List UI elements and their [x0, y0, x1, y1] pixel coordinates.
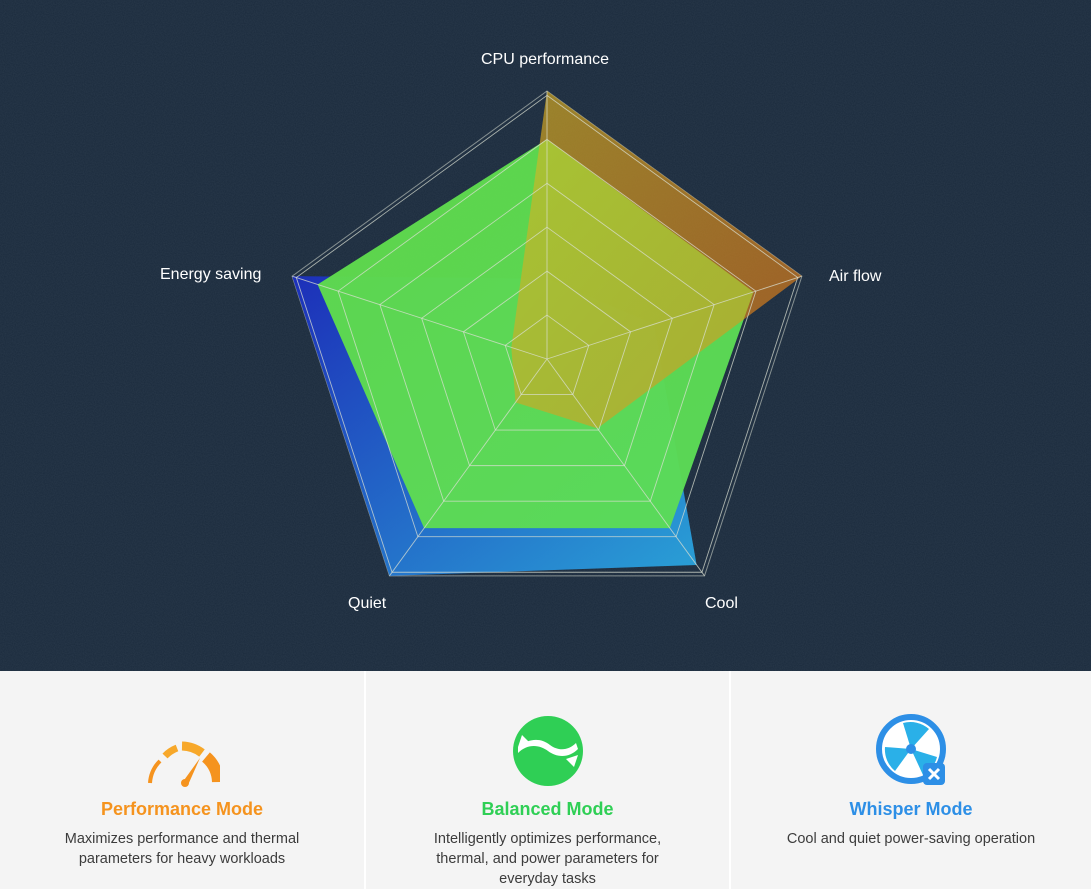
- balanced-mode-card: Balanced Mode Intelligently optimizes pe…: [364, 671, 729, 889]
- axis-label-energy-saving: Energy saving: [160, 266, 262, 283]
- whisper-mode-title: Whisper Mode: [849, 799, 973, 819]
- axis-label-quiet: Quiet: [348, 595, 387, 612]
- performance-mode-card: Performance Mode Maximizes performance a…: [0, 671, 364, 889]
- radar-grid-ring: [379, 182, 715, 502]
- radar-spoke: [546, 275, 803, 360]
- radar-grid-ring: [504, 314, 590, 395]
- radar-chart: [0, 0, 1091, 671]
- performance-mode-description: Maximizes performance and thermal parame…: [64, 831, 300, 867]
- whisper-mode-description: Cool and quiet power-saving operation: [786, 831, 1036, 847]
- radar-spoke: [546, 358, 705, 577]
- balanced-mode-highlight: [317, 139, 754, 529]
- radar-grid-ring: [462, 270, 632, 431]
- whisper-mode-card: Whisper Mode Cool and quiet power-saving…: [729, 671, 1091, 889]
- balance-cycle-icon: [512, 716, 583, 786]
- axis-label-cpu-performance: CPU performance: [481, 51, 610, 68]
- speedometer-icon: [148, 741, 220, 787]
- radar-spoke: [389, 358, 548, 577]
- performance-mode-title: Performance Mode: [100, 799, 264, 819]
- radar-grid-ring: [337, 138, 757, 538]
- radar-grid-ring: [295, 94, 799, 573]
- balanced-mode-description: Intelligently optimizes performance, the…: [433, 831, 662, 887]
- radar-grid-ring: [421, 226, 673, 467]
- radar-chart-panel: CPU performance Air flow Cool Quiet Ener…: [0, 0, 1091, 671]
- axis-label-cool: Cool: [705, 595, 738, 612]
- mode-cards: Performance Mode Maximizes performance a…: [0, 671, 1091, 889]
- axis-label-air-flow: Air flow: [829, 268, 882, 285]
- balanced-mode-title: Balanced Mode: [481, 799, 614, 819]
- performance-mode-area: [511, 91, 802, 429]
- quiet-fan-icon: [876, 714, 946, 785]
- radar-spoke: [291, 275, 548, 360]
